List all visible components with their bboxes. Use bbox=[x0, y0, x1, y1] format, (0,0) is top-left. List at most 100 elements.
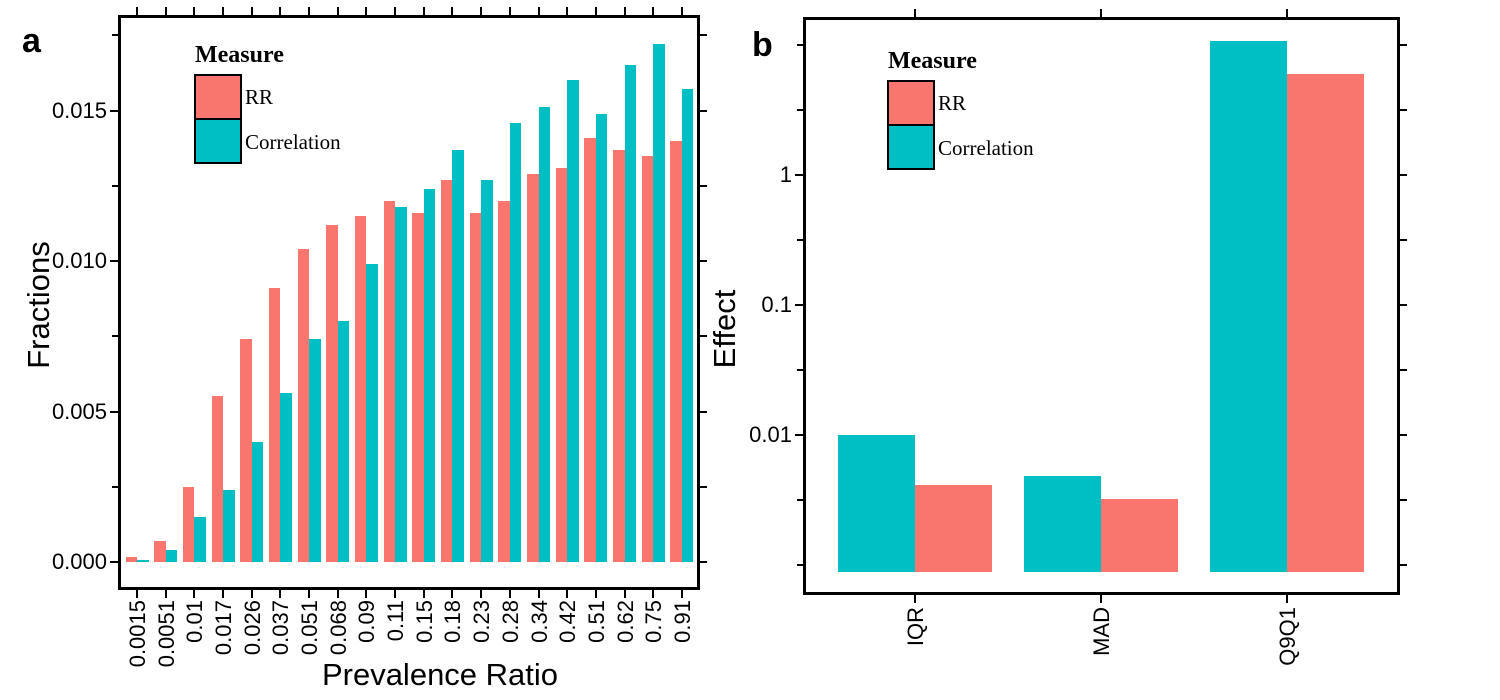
panel-a-y-tick-minor bbox=[112, 485, 118, 488]
bar-a-0.09-RR bbox=[354, 215, 367, 562]
panel-b-x-tick-label: IQR bbox=[903, 607, 928, 647]
bar-a-0.42-RR bbox=[555, 167, 568, 562]
legend-swatch-correlation bbox=[194, 118, 242, 164]
panel-a-x-tick-top bbox=[594, 7, 597, 15]
panel-a-x-tick-bottom bbox=[451, 590, 454, 598]
panel-b-y-tick-minor bbox=[797, 108, 803, 111]
panel-a-x-tick-bottom bbox=[652, 590, 655, 598]
legend-swatch-correlation bbox=[887, 124, 935, 170]
panel-a-x-tick-top bbox=[193, 7, 196, 15]
bar-a-0.28-Correlation bbox=[509, 122, 522, 562]
panel-a-x-tick-label: 0.0051 bbox=[153, 600, 179, 668]
panel-a-x-tick-top bbox=[680, 7, 683, 15]
panel-b-y-tick-right bbox=[1400, 108, 1407, 111]
panel-a-x-tick-top bbox=[222, 7, 225, 15]
bar-b-Q9Q1-Correlation bbox=[1210, 41, 1287, 573]
panel-b-x-tick-top bbox=[1286, 9, 1288, 17]
panel-b-letter: b bbox=[752, 26, 773, 64]
panel-b-y-tick-minor bbox=[797, 44, 803, 46]
panel-a-x-tick-label: 0.34 bbox=[526, 600, 552, 643]
bar-a-0.0051-Correlation bbox=[165, 549, 178, 562]
panel-b-y-tick-minor bbox=[797, 498, 803, 501]
panel-a-y-tick-right bbox=[700, 260, 707, 262]
panel-a-x-tick-label: 0.91 bbox=[669, 600, 695, 643]
panel-a-x-tick-bottom bbox=[594, 590, 597, 598]
legend-entry-rr: RR bbox=[194, 74, 341, 120]
panel-a-x-tick-label: 0.51 bbox=[583, 600, 609, 643]
panel-b-x-tick-bottom bbox=[914, 595, 916, 603]
panel-a-x-tick-label: 0.017 bbox=[211, 600, 237, 656]
panel-b-y-tick-label: 0.01 bbox=[749, 422, 792, 447]
legend-entry-rr: RR bbox=[887, 80, 1034, 126]
bar-b-IQR-Correlation bbox=[838, 435, 915, 573]
panel-a-x-tick-bottom bbox=[279, 590, 282, 598]
legend-label-rr: RR bbox=[245, 84, 274, 109]
panel-a-x-tick-label: 0.01 bbox=[182, 600, 208, 643]
bar-a-0.75-RR bbox=[641, 155, 654, 562]
panel-a-x-tick-bottom bbox=[164, 590, 167, 598]
panel-a-x-tick-top bbox=[250, 7, 253, 15]
bar-a-0.051-Correlation bbox=[309, 339, 321, 562]
bar-a-0.026-Correlation bbox=[251, 441, 264, 562]
panel-a-x-tick-top bbox=[279, 7, 282, 15]
panel-a-x-tick-label: 0.28 bbox=[497, 600, 523, 643]
panel-b-y-tick-major bbox=[795, 174, 803, 176]
panel-a-x-tick-bottom bbox=[365, 590, 368, 598]
panel-b-y-tick-minor bbox=[797, 368, 803, 371]
panel-a-x-tick-bottom bbox=[680, 590, 683, 598]
bar-a-0.62-Correlation bbox=[624, 65, 637, 562]
panel-a-y-tick-label: 0.005 bbox=[51, 398, 107, 424]
panel-b-y-tick-right bbox=[1400, 434, 1407, 436]
panel-a-x-tick-label: 0.0015 bbox=[125, 600, 150, 668]
legend-swatch-rr bbox=[194, 74, 242, 120]
bar-a-0.017-RR bbox=[211, 396, 224, 562]
panel-a-x-axis-title: Prevalence Ratio bbox=[321, 657, 559, 692]
bar-a-0.91-Correlation bbox=[681, 89, 694, 562]
panel-a-x-tick-bottom bbox=[480, 590, 483, 598]
panel-b-y-tick-right bbox=[1400, 44, 1407, 46]
legend-title: Measure bbox=[888, 48, 977, 74]
bar-a-0.34-RR bbox=[527, 173, 539, 562]
bar-a-0.18-Correlation bbox=[452, 149, 464, 562]
bar-a-0.23-Correlation bbox=[481, 179, 493, 562]
panel-a-y-tick-major bbox=[110, 561, 118, 563]
bar-a-0.15-RR bbox=[412, 212, 424, 562]
legend-entry-correlation: Correlation bbox=[887, 124, 1034, 170]
bar-a-0.0051-RR bbox=[154, 540, 166, 562]
panel-a-x-tick-label: 0.09 bbox=[354, 600, 380, 643]
panel-a-y-tick-minor bbox=[112, 184, 118, 187]
panel-a-x-tick-top bbox=[652, 7, 655, 15]
panel-a-x-tick-bottom bbox=[508, 590, 511, 598]
panel-a-legend: Measure RR Correlation bbox=[194, 42, 341, 164]
bar-b-Q9Q1-RR bbox=[1287, 73, 1364, 573]
panel-b-x-tick-label: MAD bbox=[1089, 607, 1114, 656]
panel-a-x-tick-top bbox=[394, 7, 397, 15]
bar-a-0.28-RR bbox=[498, 200, 510, 562]
panel-a-y-tick-right bbox=[700, 34, 707, 37]
panel-a-x-tick-bottom bbox=[566, 590, 569, 598]
panel-a-x-tick-top bbox=[537, 7, 540, 15]
panel-a-x-tick-top bbox=[566, 7, 569, 15]
panel-a-x-tick-label: 0.051 bbox=[297, 600, 323, 656]
panel-a-y-tick-major bbox=[110, 109, 118, 112]
panel-a-x-tick-label: 0.23 bbox=[469, 600, 495, 643]
panel-b-plot-area: Measure RR Correlation IQR MAD Q9Q1 1 0.1 0.0… bbox=[749, 9, 1407, 666]
bar-a-0.017-Correlation bbox=[223, 489, 235, 562]
panel-a-x-tick-top bbox=[508, 7, 511, 15]
bar-a-0.037-Correlation bbox=[280, 393, 292, 562]
panel-a-y-tick-major bbox=[110, 410, 118, 413]
bar-a-0.0015-Correlation bbox=[137, 560, 149, 562]
panel-a-x-tick-label: 0.037 bbox=[268, 600, 294, 656]
panel-a-y-tick-major bbox=[110, 260, 118, 262]
panel-a-x-tick-top bbox=[365, 7, 368, 15]
panel-a-x-tick-top bbox=[136, 7, 138, 15]
bar-a-0.11-RR bbox=[383, 200, 396, 562]
panel-a-x-tick-bottom bbox=[136, 590, 138, 598]
panel-a-y-tick-right bbox=[700, 184, 707, 187]
panel-b-y-tick-major bbox=[795, 434, 803, 436]
bar-a-0.0015-RR bbox=[125, 557, 137, 562]
panel-b-y-tick-right bbox=[1400, 238, 1407, 241]
bar-a-0.23-RR bbox=[469, 212, 482, 562]
panel-a-y-tick-label: 0.000 bbox=[51, 549, 107, 574]
